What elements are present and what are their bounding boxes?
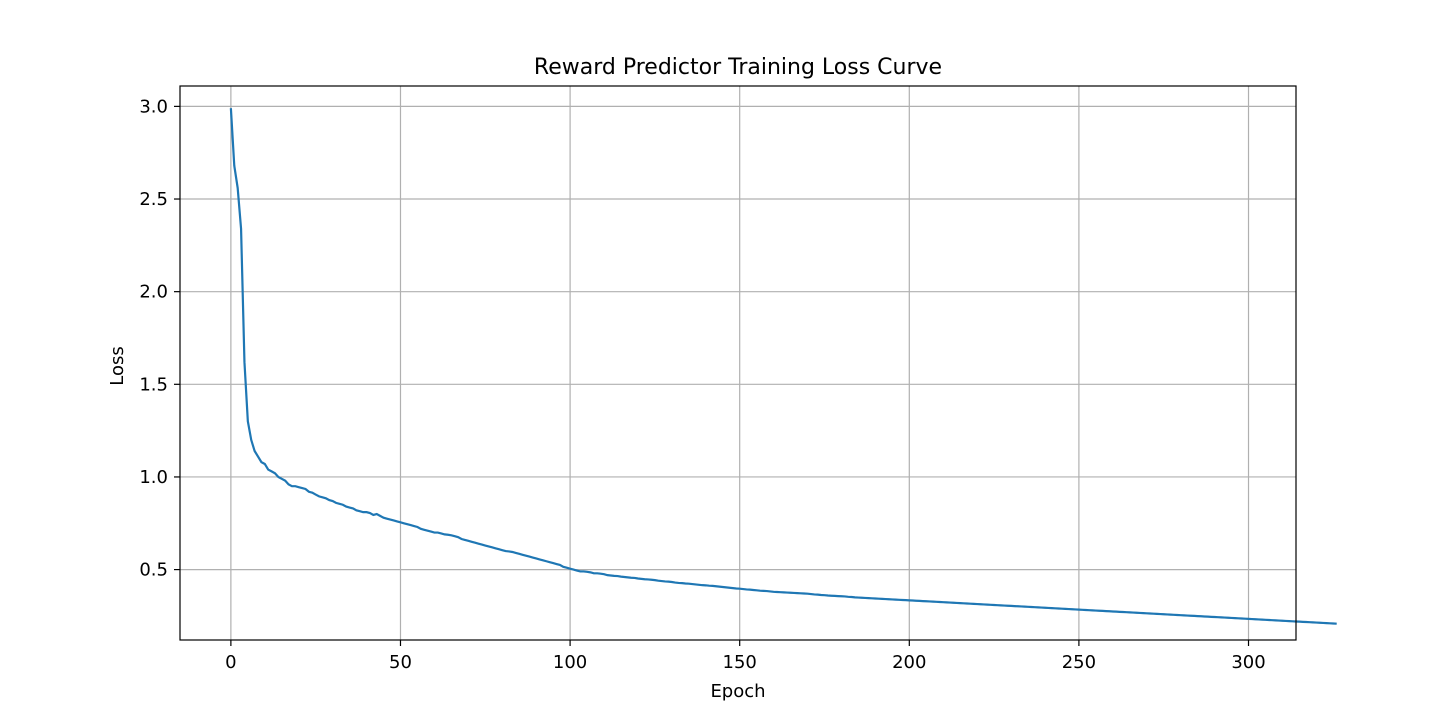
x-tick-label: 300 — [1231, 652, 1265, 673]
y-tick-label: 1.5 — [139, 374, 168, 395]
x-tick-label: 200 — [892, 652, 926, 673]
y-axis-label: Loss — [107, 346, 128, 385]
x-axis-label: Epoch — [710, 681, 765, 702]
grid — [180, 86, 1296, 640]
x-tick-label: 150 — [723, 652, 757, 673]
y-tick-label: 2.5 — [139, 189, 168, 210]
x-tick-label: 0 — [225, 652, 236, 673]
chart-title: Reward Predictor Training Loss Curve — [534, 55, 942, 80]
x-tick-label: 250 — [1062, 652, 1096, 673]
axis-ticks: 0 50 100 150 200 250 300 0.5 1.0 1.5 2.0 2.5 3.0 — [139, 96, 1265, 673]
y-tick-label: 0.5 — [139, 560, 168, 581]
x-tick-label: 100 — [553, 652, 587, 673]
x-tick-label: 50 — [389, 652, 412, 673]
series-line — [229, 108, 1337, 625]
plot-frame — [179, 85, 1297, 641]
y-tick-label: 2.0 — [139, 282, 168, 303]
y-tick-label: 3.0 — [139, 96, 168, 117]
y-tick-label: 1.0 — [139, 467, 168, 488]
